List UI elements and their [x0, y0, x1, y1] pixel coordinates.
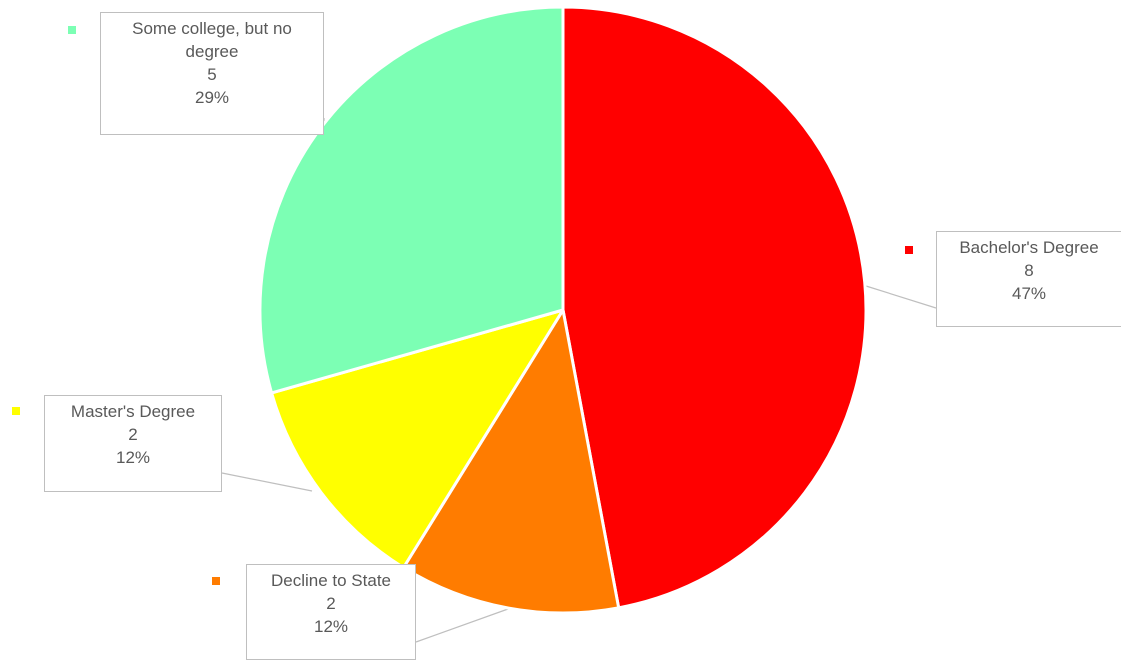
- legend-key-masters: [12, 407, 20, 415]
- label-percent-some-college: 29%: [194, 88, 230, 107]
- label-category-decline: Decline to State: [270, 571, 391, 590]
- pie-slices: [258, 5, 868, 615]
- label-value-bachelors: 8: [1024, 261, 1034, 280]
- slice-bachelors: [561, 5, 868, 610]
- leader-lines: [221, 118, 937, 643]
- label-value-some-college: 5: [207, 65, 217, 84]
- leader-line-decline: [415, 608, 509, 643]
- leader-line-masters: [221, 472, 313, 492]
- label-percent-masters: 12%: [115, 448, 151, 467]
- label-category-some-college: Some college, but no degree: [132, 19, 292, 61]
- label-category-masters: Master's Degree: [70, 402, 196, 421]
- label-value-masters: 2: [128, 425, 138, 444]
- data-label-decline: Decline to State 2 12%: [246, 564, 416, 660]
- label-category-bachelors: Bachelor's Degree: [959, 238, 1099, 257]
- data-label-masters: Master's Degree 2 12%: [44, 395, 222, 492]
- slice-masters: [270, 308, 565, 570]
- legend-key-some-college: [68, 26, 76, 34]
- label-value-decline: 2: [326, 594, 336, 613]
- label-percent-decline: 12%: [313, 617, 349, 636]
- legend-key-bachelors: [905, 246, 913, 254]
- slice-decline: [401, 308, 621, 615]
- legend-key-decline: [212, 577, 220, 585]
- data-label-bachelors: Bachelor's Degree 8 47%: [936, 231, 1121, 327]
- leader-line-bachelors: [865, 285, 937, 309]
- data-label-some-college: Some college, but no degree 5 29%: [100, 12, 324, 135]
- label-percent-bachelors: 47%: [1011, 284, 1047, 303]
